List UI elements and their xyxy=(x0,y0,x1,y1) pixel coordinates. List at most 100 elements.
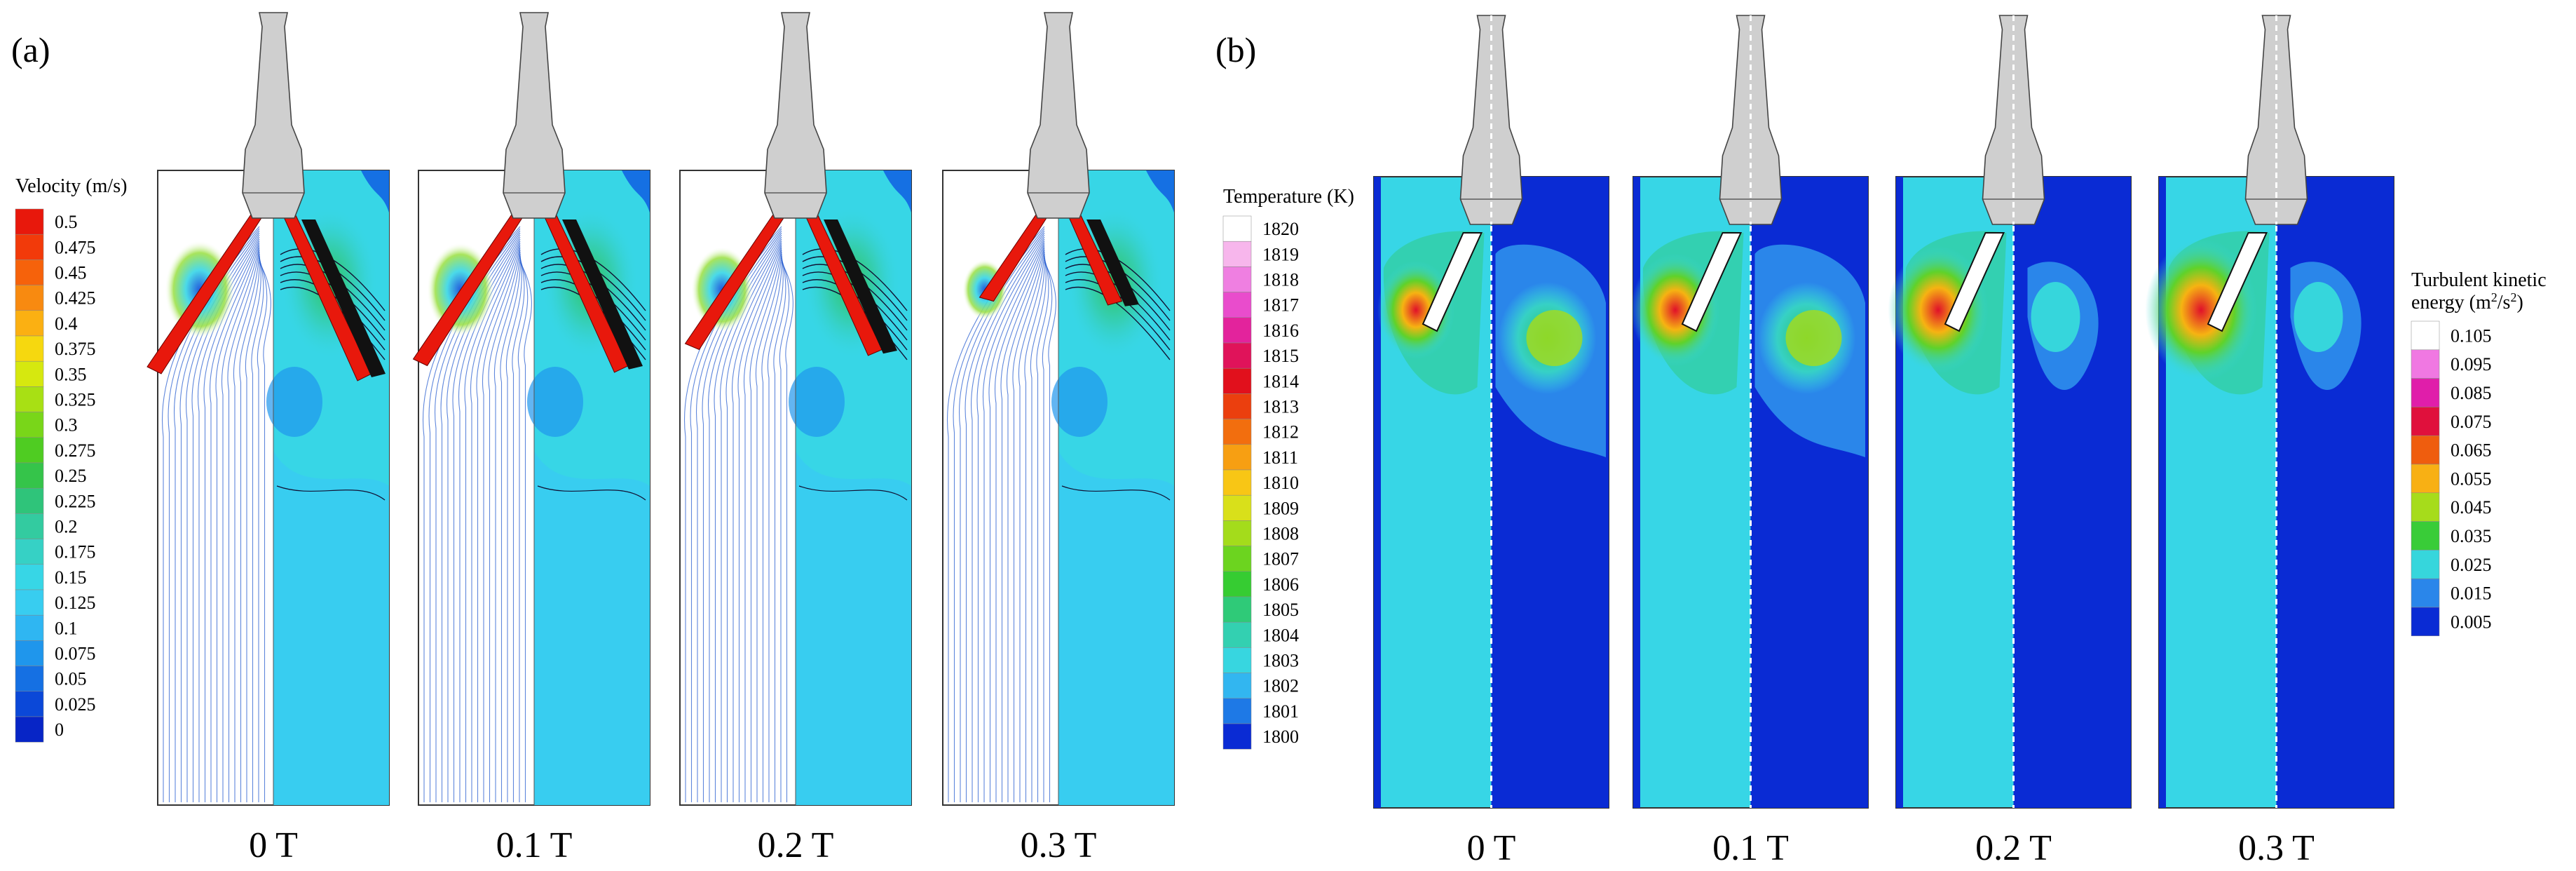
velocity-legend-tick: 0.05 xyxy=(55,669,87,689)
temperature-legend-swatch xyxy=(1222,520,1252,546)
velocity-legend-tick: 0.25 xyxy=(55,466,87,486)
temperature-legend-swatch xyxy=(1222,673,1252,699)
velocity-legend-swatch xyxy=(15,208,44,235)
tke-legend-tick: 0.045 xyxy=(2451,497,2492,518)
panel-a-captions: 0 T 0.1 T 0.2 T 0.3 T xyxy=(249,825,1096,865)
tke-legend-swatch xyxy=(2411,349,2440,379)
velocity-panel xyxy=(412,12,650,806)
tke-legend-tick: 0.065 xyxy=(2451,440,2492,461)
panel-a-label: (a) xyxy=(11,30,50,69)
velocity-legend-tick: 0.35 xyxy=(55,364,87,384)
temperature-legend-tick: 1820 xyxy=(1262,219,1299,239)
velocity-legend-tick: 0.1 xyxy=(55,618,78,638)
tke-legend-swatch xyxy=(2411,550,2440,579)
temperature-legend-swatch xyxy=(1222,367,1252,394)
tke-legend: Turbulent kinetic energy (m2/s2) 0.105 0.… xyxy=(2411,269,2547,637)
temperature-legend-tick: 1816 xyxy=(1262,320,1299,341)
temperature-legend-tick: 1807 xyxy=(1262,549,1299,569)
temperature-legend-tick: 1805 xyxy=(1262,600,1299,620)
velocity-legend-swatch xyxy=(15,234,44,260)
velocity-legend-swatch xyxy=(15,691,44,717)
temperature-legend-swatch xyxy=(1222,621,1252,648)
velocity-panel xyxy=(146,12,390,806)
tke-legend-swatch xyxy=(2411,435,2440,465)
velocity-legend-swatch xyxy=(15,666,44,692)
temperature-legend-tick: 1809 xyxy=(1262,498,1299,518)
panel-b-label: (b) xyxy=(1215,30,1256,69)
nozzle xyxy=(242,12,305,219)
tke-legend-tick: 0.085 xyxy=(2451,383,2492,403)
velocity-legend-tick: 0.3 xyxy=(55,415,78,436)
nozzle xyxy=(1719,15,1783,225)
nozzle xyxy=(764,12,827,219)
velocity-legend-tick: 0.225 xyxy=(55,491,96,511)
temperature-legend-tick: 1813 xyxy=(1262,397,1299,417)
velocity-legend-tick: 0.4 xyxy=(55,313,78,334)
nozzle xyxy=(1027,12,1090,219)
temperature-legend-swatch xyxy=(1222,698,1252,724)
velocity-panels xyxy=(146,12,1175,806)
velocity-legend-tick: 0.325 xyxy=(55,390,96,410)
velocity-legend-swatch xyxy=(15,564,44,590)
tke-legend-swatch xyxy=(2411,492,2440,522)
velocity-legend-swatch xyxy=(15,716,44,743)
temperature-legend-swatch xyxy=(1222,215,1252,242)
nozzle xyxy=(1459,15,1523,225)
tke-legend-tick: 0.095 xyxy=(2451,354,2492,374)
tke-legend-swatch xyxy=(2411,521,2440,551)
tke-legend-title-line2: energy (m2/s2) xyxy=(2411,290,2523,313)
case-label: 0.2 T xyxy=(758,825,834,865)
velocity-legend-swatch xyxy=(15,539,44,565)
case-label: 0.1 T xyxy=(1712,828,1789,868)
temperature-legend-tick: 1814 xyxy=(1262,371,1299,391)
tke-legend-swatch xyxy=(2411,378,2440,407)
temperature-legend-swatch xyxy=(1222,266,1252,292)
case-label: 0.3 T xyxy=(2238,828,2315,868)
velocity-legend-tick: 0.175 xyxy=(55,542,96,562)
velocity-legend-swatch xyxy=(15,589,44,616)
tke-legend-swatch xyxy=(2411,578,2440,608)
temperature-legend-tick: 1817 xyxy=(1262,295,1299,316)
case-label: 0.1 T xyxy=(496,825,573,865)
tke-legend-swatch xyxy=(2411,607,2440,637)
velocity-legend-tick: 0.475 xyxy=(55,237,96,257)
temperature-legend-tick: 1801 xyxy=(1262,701,1299,722)
nozzle xyxy=(503,12,566,219)
velocity-legend-tick: 0.025 xyxy=(55,694,96,715)
tke-legend-tick: 0.035 xyxy=(2451,526,2492,546)
velocity-legend-swatch xyxy=(15,462,44,489)
temperature-legend-swatch xyxy=(1222,342,1252,369)
temperature-legend-swatch xyxy=(1222,241,1252,267)
temperature-legend-swatch xyxy=(1222,317,1252,344)
temperature-legend-swatch xyxy=(1222,494,1252,521)
velocity-legend-tick: 0.45 xyxy=(55,263,87,283)
velocity-legend-swatch xyxy=(15,513,44,539)
temperature-legend: Temperature (K) 1820 1819 1818 1817 1816 1815… xyxy=(1222,186,1354,750)
velocity-legend-tick: 0.075 xyxy=(55,644,96,664)
temperature-legend-tick: 1804 xyxy=(1262,625,1299,645)
tke-legend-tick: 0.055 xyxy=(2451,468,2492,489)
temperature-legend-tick: 1818 xyxy=(1262,270,1299,290)
tke-legend-title-line1: Turbulent kinetic xyxy=(2411,269,2547,291)
velocity-legend-tick: 0.5 xyxy=(55,212,78,232)
nozzle xyxy=(2244,15,2308,225)
temperature-legend-tick: 1810 xyxy=(1262,473,1299,493)
case-label: 0.3 T xyxy=(1021,825,1097,865)
velocity-legend-swatch xyxy=(15,487,44,514)
velocity-legend-swatch xyxy=(15,640,44,666)
velocity-legend-swatch xyxy=(15,360,44,387)
temperature-legend-swatch xyxy=(1222,571,1252,597)
temperature-legend-tick: 1806 xyxy=(1262,574,1299,595)
temperature-legend-swatch xyxy=(1222,419,1252,445)
case-label: 0.2 T xyxy=(1975,828,2052,868)
velocity-legend-swatch xyxy=(15,614,44,641)
nozzle xyxy=(1982,15,2045,225)
temperature-legend-tick: 1802 xyxy=(1262,676,1299,696)
velocity-legend-tick: 0.425 xyxy=(55,288,96,309)
panel-b-captions: 0 T 0.1 T 0.2 T 0.3 T xyxy=(1467,828,2315,868)
case-label: 0 T xyxy=(249,825,298,865)
temperature-legend-tick: 1811 xyxy=(1262,447,1298,468)
velocity-legend-tick: 0.375 xyxy=(55,339,96,359)
temperature-legend-tick: 1815 xyxy=(1262,346,1299,366)
